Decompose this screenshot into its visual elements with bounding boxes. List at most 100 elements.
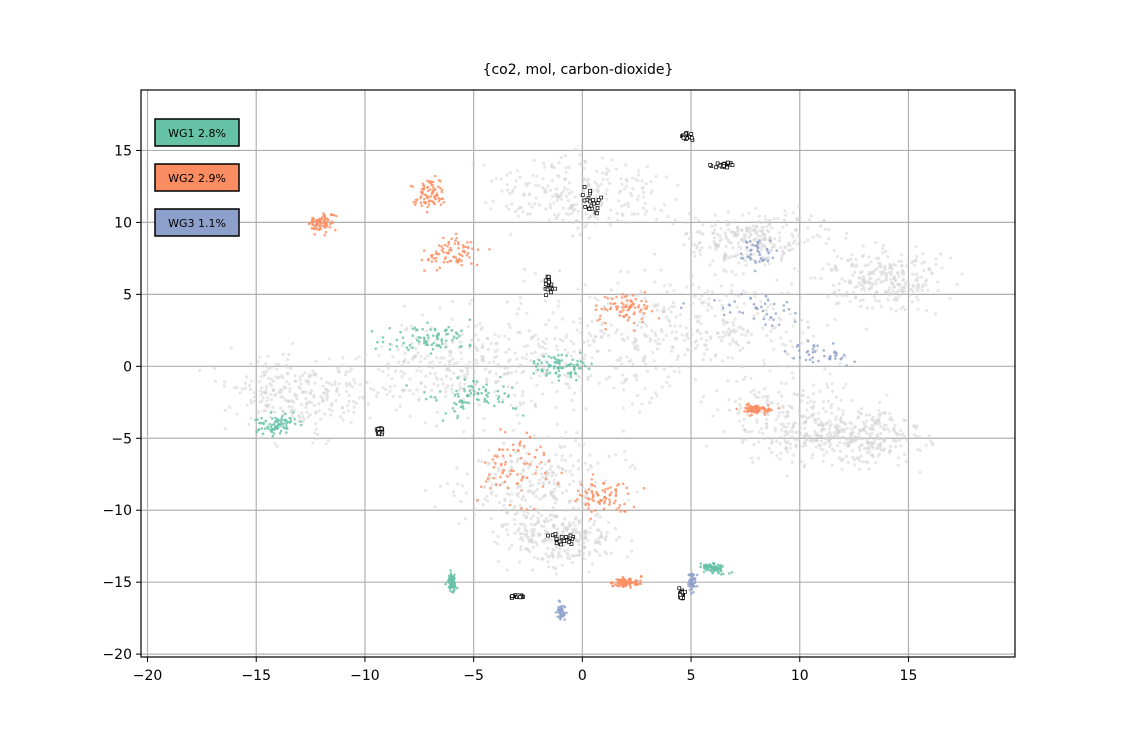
data-point <box>563 348 567 352</box>
data-point <box>482 163 486 167</box>
data-point <box>629 586 632 589</box>
data-point <box>891 427 895 432</box>
data-point <box>489 207 493 211</box>
data-point <box>851 430 855 434</box>
data-point <box>745 252 749 256</box>
data-point <box>832 449 837 453</box>
data-point <box>411 334 415 337</box>
data-point <box>752 388 756 392</box>
marker-point <box>554 541 559 546</box>
data-point <box>806 226 810 230</box>
data-point <box>702 352 707 356</box>
data-point <box>630 539 634 543</box>
data-point <box>399 369 403 373</box>
data-point <box>499 177 503 181</box>
data-point <box>390 376 394 381</box>
data-point <box>620 301 623 305</box>
data-point <box>408 414 412 418</box>
data-point <box>450 383 454 387</box>
data-point <box>653 252 657 256</box>
data-point <box>551 553 555 557</box>
data-point <box>315 223 319 226</box>
data-point <box>552 482 556 486</box>
data-point <box>520 478 523 482</box>
data-point <box>689 272 693 276</box>
data-point <box>399 330 402 334</box>
data-point <box>690 332 694 337</box>
data-point <box>525 312 529 316</box>
data-point <box>564 170 568 175</box>
data-point <box>745 248 749 252</box>
data-point <box>282 425 285 429</box>
data-point <box>522 513 526 517</box>
data-point <box>686 336 690 340</box>
data-point <box>915 435 919 439</box>
data-point <box>744 333 748 337</box>
data-point <box>454 232 458 236</box>
data-point <box>811 392 816 396</box>
data-point <box>534 183 538 188</box>
data-point <box>491 458 495 461</box>
data-point <box>452 589 456 592</box>
data-point <box>458 375 462 379</box>
data-point <box>829 442 833 446</box>
data-point <box>590 562 595 566</box>
data-point <box>576 497 579 501</box>
data-point <box>441 419 445 422</box>
marker-point <box>721 163 726 168</box>
data-point <box>461 243 465 247</box>
data-point <box>498 483 502 487</box>
data-point <box>594 335 598 339</box>
data-point <box>439 203 443 206</box>
data-point <box>730 356 735 360</box>
data-point <box>325 398 329 402</box>
data-point <box>746 329 750 333</box>
data-point <box>452 336 456 339</box>
data-point <box>741 423 745 428</box>
data-point <box>388 389 392 393</box>
data-point <box>745 241 749 244</box>
data-point <box>621 482 625 486</box>
data-point <box>566 199 570 203</box>
data-point <box>588 531 592 535</box>
data-point <box>604 488 607 491</box>
data-point <box>587 550 591 555</box>
data-point <box>310 226 314 230</box>
data-point <box>479 485 483 489</box>
data-point <box>641 195 646 199</box>
data-point <box>878 443 882 447</box>
data-point <box>801 444 805 448</box>
data-point <box>872 295 876 299</box>
data-point <box>902 285 906 290</box>
data-point <box>256 360 260 364</box>
data-point <box>763 302 767 305</box>
plot-frame <box>140 89 1016 658</box>
data-point <box>592 339 596 343</box>
data-point <box>874 282 878 286</box>
data-point <box>529 490 533 494</box>
data-point <box>388 342 392 346</box>
data-point <box>377 367 381 371</box>
data-point <box>911 272 915 276</box>
data-point <box>590 497 594 501</box>
data-point <box>512 448 515 452</box>
data-point <box>435 268 439 272</box>
data-point <box>775 364 780 368</box>
data-point <box>915 288 920 293</box>
data-point <box>496 379 500 383</box>
data-point <box>330 213 333 217</box>
data-point <box>858 448 862 452</box>
data-point <box>419 369 423 373</box>
data-point <box>811 235 815 239</box>
data-point <box>625 377 629 381</box>
data-point <box>858 298 862 303</box>
data-point <box>844 236 848 240</box>
data-point <box>502 503 506 508</box>
data-point <box>960 272 964 276</box>
data-point <box>396 347 400 351</box>
data-point <box>426 333 429 337</box>
data-point <box>444 582 447 586</box>
data-point <box>532 433 536 438</box>
data-point <box>439 356 443 360</box>
data-point <box>537 184 541 188</box>
